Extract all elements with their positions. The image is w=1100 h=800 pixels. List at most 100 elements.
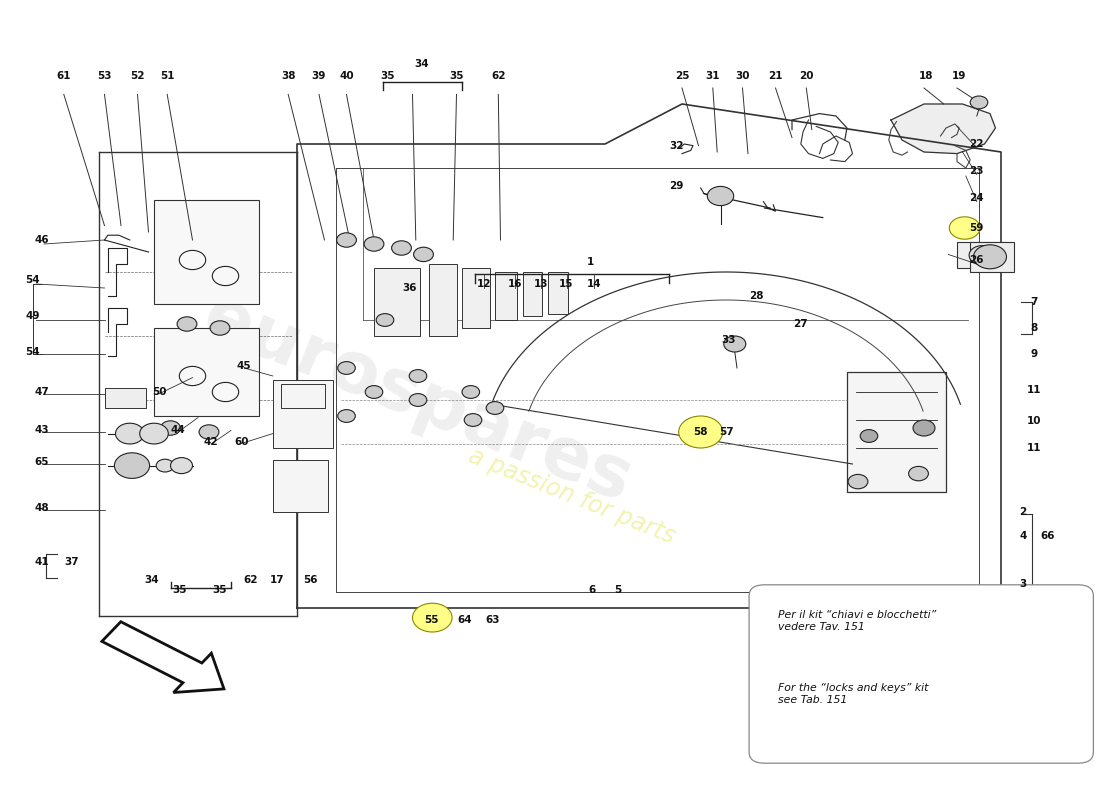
Text: 66: 66 — [1040, 531, 1055, 541]
Text: 17: 17 — [270, 575, 285, 585]
Text: Per il kit “chiavi e blocchetti”
vedere Tav. 151: Per il kit “chiavi e blocchetti” vedere … — [778, 610, 936, 632]
Text: 56: 56 — [302, 575, 318, 585]
Bar — [847, 372, 946, 492]
Text: 37: 37 — [64, 557, 79, 566]
Circle shape — [140, 423, 168, 444]
Circle shape — [116, 423, 144, 444]
Text: 21: 21 — [768, 71, 783, 81]
Circle shape — [414, 247, 433, 262]
Circle shape — [364, 237, 384, 251]
Text: 35: 35 — [449, 71, 464, 81]
Text: 59: 59 — [969, 223, 984, 233]
Circle shape — [679, 416, 723, 448]
Text: 26: 26 — [969, 255, 984, 265]
Text: 27: 27 — [793, 319, 808, 329]
Text: 35: 35 — [379, 71, 395, 81]
Text: 60: 60 — [234, 437, 250, 446]
Circle shape — [392, 241, 411, 255]
Circle shape — [365, 386, 383, 398]
Text: 14: 14 — [586, 279, 602, 289]
Text: 24: 24 — [969, 194, 984, 203]
Text: 32: 32 — [669, 141, 684, 150]
Text: 54: 54 — [25, 347, 41, 357]
Text: 20: 20 — [799, 71, 814, 81]
Text: 44: 44 — [170, 426, 186, 435]
Text: 53: 53 — [97, 71, 112, 81]
Text: 11: 11 — [1026, 386, 1042, 395]
Bar — [154, 328, 258, 416]
Text: 5: 5 — [615, 585, 622, 594]
Text: 63: 63 — [485, 615, 501, 625]
Circle shape — [974, 245, 1006, 269]
Circle shape — [970, 96, 988, 109]
Text: eurospares: eurospares — [194, 282, 642, 518]
Text: 45: 45 — [236, 362, 252, 371]
Circle shape — [848, 474, 868, 489]
Bar — [154, 200, 258, 304]
Text: 34: 34 — [144, 575, 159, 585]
Text: 28: 28 — [749, 291, 764, 301]
Text: 30: 30 — [735, 71, 750, 81]
Circle shape — [969, 246, 996, 265]
Bar — [429, 264, 456, 336]
Bar — [970, 242, 1014, 272]
Text: 13: 13 — [534, 279, 549, 289]
Text: 61: 61 — [56, 71, 72, 81]
Text: 15: 15 — [559, 279, 574, 289]
Text: For the “locks and keys” kit
see Tab. 151: For the “locks and keys” kit see Tab. 15… — [778, 683, 928, 705]
Text: 49: 49 — [25, 311, 41, 321]
Text: 65: 65 — [34, 458, 50, 467]
Circle shape — [462, 386, 480, 398]
Text: 35: 35 — [172, 585, 187, 594]
Text: 3: 3 — [1020, 579, 1026, 589]
Text: 18: 18 — [918, 71, 934, 81]
Circle shape — [338, 362, 355, 374]
Text: 7: 7 — [1031, 298, 1037, 307]
Text: 11: 11 — [1026, 443, 1042, 453]
Text: 40: 40 — [339, 71, 354, 81]
Text: 31: 31 — [705, 71, 720, 81]
Circle shape — [337, 233, 356, 247]
Text: 52: 52 — [130, 71, 145, 81]
Bar — [495, 272, 517, 320]
Polygon shape — [102, 622, 224, 693]
Bar — [957, 242, 1006, 268]
Text: 9: 9 — [1031, 349, 1037, 358]
Text: 8: 8 — [1031, 323, 1037, 333]
Text: 35: 35 — [212, 585, 228, 594]
Circle shape — [156, 459, 174, 472]
Circle shape — [464, 414, 482, 426]
Circle shape — [161, 421, 180, 435]
Circle shape — [376, 314, 394, 326]
Circle shape — [114, 453, 150, 478]
Text: 10: 10 — [1026, 416, 1042, 426]
Circle shape — [860, 430, 878, 442]
Bar — [522, 272, 542, 316]
Text: 16: 16 — [507, 279, 522, 289]
Text: 64: 64 — [456, 615, 472, 625]
Text: 54: 54 — [25, 275, 41, 285]
Text: 48: 48 — [34, 503, 50, 513]
Text: 51: 51 — [160, 71, 175, 81]
Text: 57: 57 — [718, 427, 734, 437]
Bar — [280, 384, 324, 408]
Text: 1: 1 — [587, 258, 594, 267]
Text: 62: 62 — [243, 575, 258, 585]
FancyBboxPatch shape — [749, 585, 1093, 763]
Text: 43: 43 — [34, 426, 50, 435]
Text: 62: 62 — [491, 71, 506, 81]
Text: 19: 19 — [952, 71, 967, 81]
Text: 29: 29 — [669, 181, 684, 190]
Bar — [462, 268, 490, 328]
Circle shape — [707, 186, 734, 206]
Circle shape — [409, 394, 427, 406]
Text: 22: 22 — [969, 139, 984, 149]
Polygon shape — [891, 104, 996, 154]
Text: 4: 4 — [1020, 531, 1026, 541]
Bar — [374, 268, 420, 336]
Text: 38: 38 — [280, 71, 296, 81]
Bar — [548, 272, 568, 314]
Text: 23: 23 — [969, 166, 984, 176]
Circle shape — [412, 603, 452, 632]
Text: 46: 46 — [34, 235, 50, 245]
